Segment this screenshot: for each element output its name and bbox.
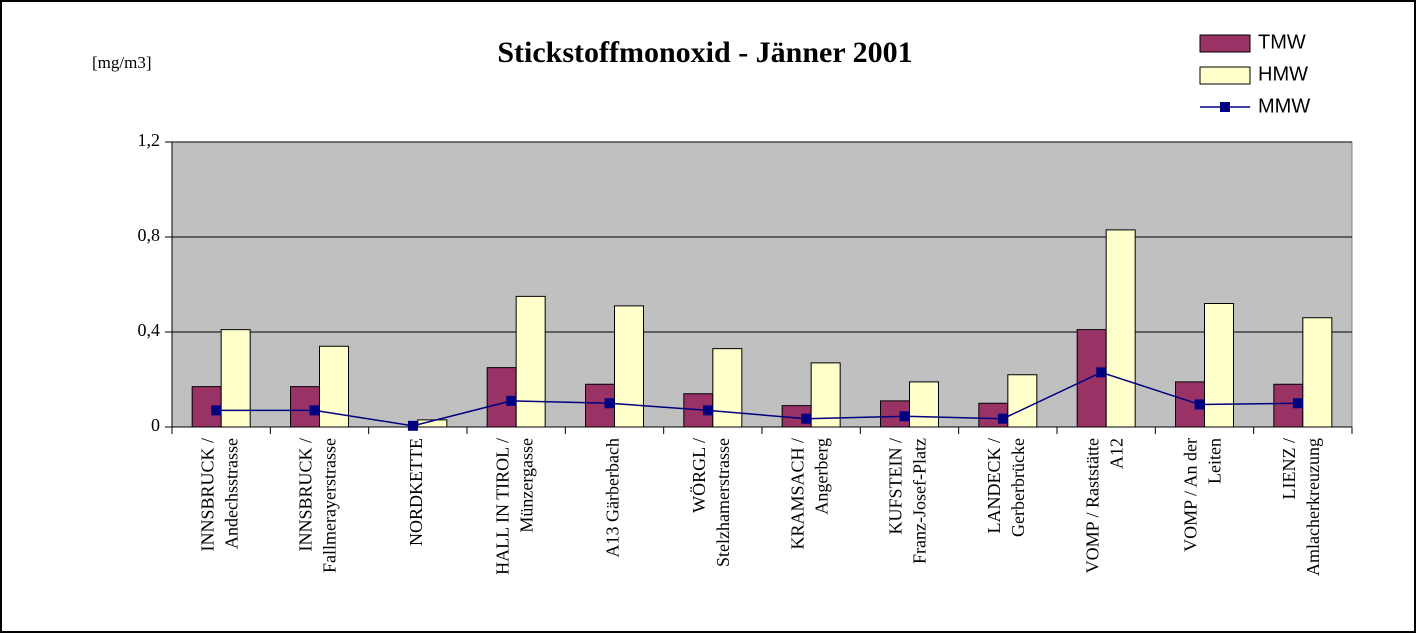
legend-label: TMW <box>1258 31 1306 53</box>
x-tick-label: LANDECK / <box>984 438 1004 534</box>
bar <box>191 386 222 428</box>
x-tick-label: Münzergasse <box>516 438 536 533</box>
x-tick-label: A13 Gärberbach <box>603 438 623 557</box>
x-tick-label: KRAMSACH / <box>787 438 807 550</box>
marker <box>1292 398 1303 409</box>
marker <box>211 405 222 416</box>
x-tick-label: Amlacherkreuzung <box>1303 438 1323 576</box>
x-tick-label: Franz-Josef-Platz <box>910 438 930 564</box>
x-tick-label: LIENZ / <box>1279 438 1299 499</box>
legend-label: MMW <box>1258 95 1310 117</box>
y-tick-label: 0 <box>151 415 160 435</box>
x-tick-label: Fallmerayerstrasse <box>320 438 340 573</box>
x-tick-label: VOMP / An der <box>1181 438 1201 552</box>
x-tick-label: NORDKETTE <box>406 438 426 546</box>
x-tick-label: INNSBRUCK / <box>296 438 316 552</box>
marker <box>506 395 517 406</box>
y-axis-label: [mg/m3] <box>92 53 152 72</box>
bar <box>1076 329 1107 428</box>
line <box>216 371 1298 427</box>
y-tick-label: 0,8 <box>138 225 161 245</box>
legend-marker <box>1220 102 1230 112</box>
x-tick-label: VOMP / Raststätte <box>1082 438 1102 573</box>
bar <box>1204 303 1234 428</box>
bar <box>712 348 743 428</box>
bar <box>614 305 644 428</box>
legend-swatch <box>1199 66 1251 85</box>
legend-label: HMW <box>1258 63 1308 85</box>
marker <box>1096 367 1107 378</box>
bar <box>1273 383 1304 428</box>
x-tick-label: WÖRGL / <box>689 438 709 513</box>
y-tick-label: 0,4 <box>138 320 161 340</box>
x-tick-label: Stelzhamerstrasse <box>713 438 733 567</box>
bar <box>810 362 841 428</box>
x-tick-label: A12 <box>1106 438 1126 469</box>
x-tick-label: HALL IN TIROL / <box>492 438 512 575</box>
bar <box>909 381 939 428</box>
bar <box>1302 317 1333 428</box>
marker <box>604 398 615 409</box>
marker <box>309 405 320 416</box>
bar <box>515 295 546 428</box>
bar <box>220 329 251 428</box>
marker <box>997 413 1008 424</box>
legend-swatch <box>1199 34 1251 53</box>
x-tick-label: Angerberg <box>811 438 831 515</box>
x-tick-label: INNSBRUCK / <box>197 438 217 552</box>
x-tick-label: KUFSTEIN / <box>886 438 906 535</box>
marker <box>801 413 812 424</box>
bar <box>1105 229 1136 428</box>
x-tick-label: Andechsstrasse <box>221 438 241 549</box>
chart-title: Stickstoffmonoxid - Jänner 2001 <box>497 36 912 69</box>
x-tick-label: Gerberbrücke <box>1008 438 1028 537</box>
marker <box>1194 399 1205 410</box>
bar <box>1007 374 1038 428</box>
marker <box>702 405 713 416</box>
y-tick-label: 1,2 <box>138 130 161 150</box>
x-tick-label: Leiten <box>1205 438 1225 484</box>
marker <box>899 411 910 422</box>
marker <box>407 420 418 431</box>
plot-area <box>171 141 1353 428</box>
